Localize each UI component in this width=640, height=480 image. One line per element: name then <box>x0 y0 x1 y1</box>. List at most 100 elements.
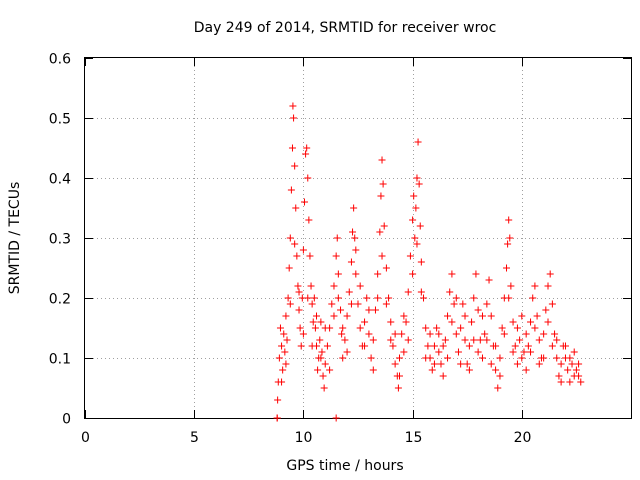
data-point <box>470 336 478 344</box>
data-point <box>391 330 399 338</box>
data-point <box>459 300 467 308</box>
x-tick-label: 5 <box>190 430 199 446</box>
data-point <box>511 342 519 350</box>
data-point <box>309 318 317 326</box>
x-tick-label: 15 <box>405 430 423 446</box>
data-point <box>433 324 441 332</box>
y-tick-label: 0.2 <box>49 292 71 308</box>
data-point <box>577 378 585 386</box>
x-axis-label: GPS time / hours <box>286 458 403 474</box>
data-point <box>416 222 424 230</box>
data-point <box>428 366 436 374</box>
data-point <box>496 354 504 362</box>
data-point <box>557 378 565 386</box>
data-point <box>483 336 491 344</box>
data-point <box>570 372 578 380</box>
data-point <box>365 306 373 314</box>
data-point <box>343 348 351 356</box>
data-point <box>382 264 390 272</box>
y-tick-label: 0.6 <box>49 52 71 68</box>
data-point <box>509 348 517 356</box>
data-point <box>308 300 316 308</box>
data-point <box>518 354 526 362</box>
data-point <box>361 342 369 350</box>
data-point <box>382 300 390 308</box>
plot-frame <box>84 57 632 419</box>
data-point <box>341 336 349 344</box>
data-point <box>330 312 338 320</box>
data-point <box>417 258 425 266</box>
data-point <box>474 306 482 314</box>
data-point <box>394 384 402 392</box>
data-point <box>337 306 345 314</box>
data-point <box>402 318 410 326</box>
data-point <box>369 366 377 374</box>
data-point <box>437 360 445 368</box>
data-point <box>518 312 526 320</box>
data-point <box>411 234 419 242</box>
data-point <box>446 288 454 296</box>
data-point <box>535 336 543 344</box>
data-point <box>452 330 460 338</box>
data-point <box>334 294 342 302</box>
data-point <box>395 372 403 380</box>
data-point <box>465 366 473 374</box>
data-point <box>378 252 386 260</box>
data-point <box>422 354 430 362</box>
data-point <box>413 240 421 248</box>
x-tick-label: 20 <box>514 430 532 446</box>
data-point <box>339 354 347 362</box>
data-point <box>282 360 290 368</box>
data-point <box>457 360 465 368</box>
data-point <box>485 276 493 284</box>
data-point <box>424 342 432 350</box>
data-point <box>281 348 289 356</box>
data-point <box>415 180 423 188</box>
data-point <box>404 336 412 344</box>
data-point <box>302 150 310 158</box>
data-point <box>430 342 438 350</box>
data-point <box>395 354 403 362</box>
data-point <box>492 366 500 374</box>
y-tick-label: 0.1 <box>49 352 71 368</box>
data-point <box>311 324 319 332</box>
data-point <box>414 138 422 146</box>
data-point <box>288 144 296 152</box>
data-point <box>529 294 537 302</box>
data-point <box>542 306 550 314</box>
data-point <box>522 366 530 374</box>
data-point <box>275 354 283 362</box>
data-point <box>476 336 484 344</box>
data-point <box>398 330 406 338</box>
data-point <box>546 270 554 278</box>
data-point <box>406 252 414 260</box>
data-point <box>400 312 408 320</box>
data-point <box>389 342 397 350</box>
data-point <box>356 282 364 290</box>
data-point <box>299 246 307 254</box>
data-point <box>516 336 524 344</box>
data-point <box>448 318 456 326</box>
data-point <box>505 294 513 302</box>
data-point <box>317 354 325 362</box>
data-point <box>339 324 347 332</box>
data-point <box>513 324 521 332</box>
data-point <box>548 342 556 350</box>
data-point <box>478 312 486 320</box>
data-point <box>435 348 443 356</box>
data-point <box>513 360 521 368</box>
data-point <box>494 384 502 392</box>
data-point <box>553 336 561 344</box>
data-point <box>274 396 282 404</box>
data-point <box>531 282 539 290</box>
data-point <box>280 330 288 338</box>
data-point <box>278 378 286 386</box>
data-point <box>287 186 295 194</box>
data-point <box>292 204 300 212</box>
data-point <box>472 270 480 278</box>
data-point <box>468 318 476 326</box>
data-point <box>299 330 307 338</box>
data-point <box>506 234 514 242</box>
data-point <box>422 324 430 332</box>
